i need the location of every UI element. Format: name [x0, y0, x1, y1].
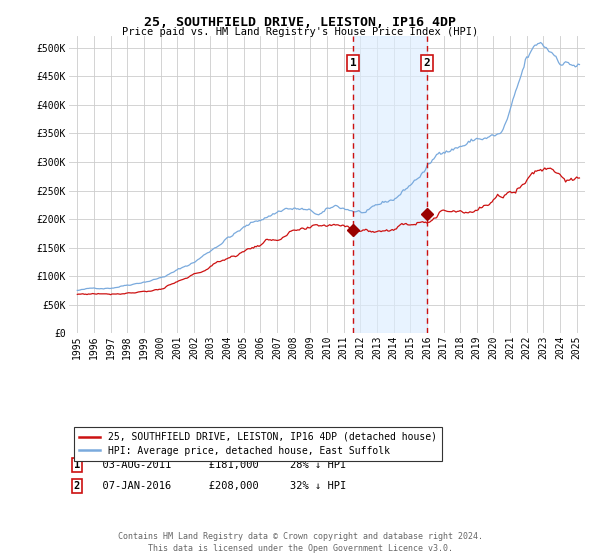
Text: 2: 2 [74, 481, 80, 491]
Bar [353, 36, 427, 333]
Text: 03-AUG-2011      £181,000     28% ↓ HPI: 03-AUG-2011 £181,000 28% ↓ HPI [89, 460, 346, 470]
Text: Price paid vs. HM Land Registry's House Price Index (HPI): Price paid vs. HM Land Registry's House … [122, 27, 478, 37]
Text: 07-JAN-2016      £208,000     32% ↓ HPI: 07-JAN-2016 £208,000 32% ↓ HPI [89, 481, 346, 491]
Text: 1: 1 [74, 460, 80, 470]
Legend: 25, SOUTHFIELD DRIVE, LEISTON, IP16 4DP (detached house), HPI: Average price, de: 25, SOUTHFIELD DRIVE, LEISTON, IP16 4DP … [74, 427, 442, 461]
Text: 1: 1 [350, 58, 356, 68]
Text: Contains HM Land Registry data © Crown copyright and database right 2024.
This d: Contains HM Land Registry data © Crown c… [118, 533, 482, 553]
Text: 2: 2 [424, 58, 431, 68]
Text: 25, SOUTHFIELD DRIVE, LEISTON, IP16 4DP: 25, SOUTHFIELD DRIVE, LEISTON, IP16 4DP [144, 16, 456, 29]
